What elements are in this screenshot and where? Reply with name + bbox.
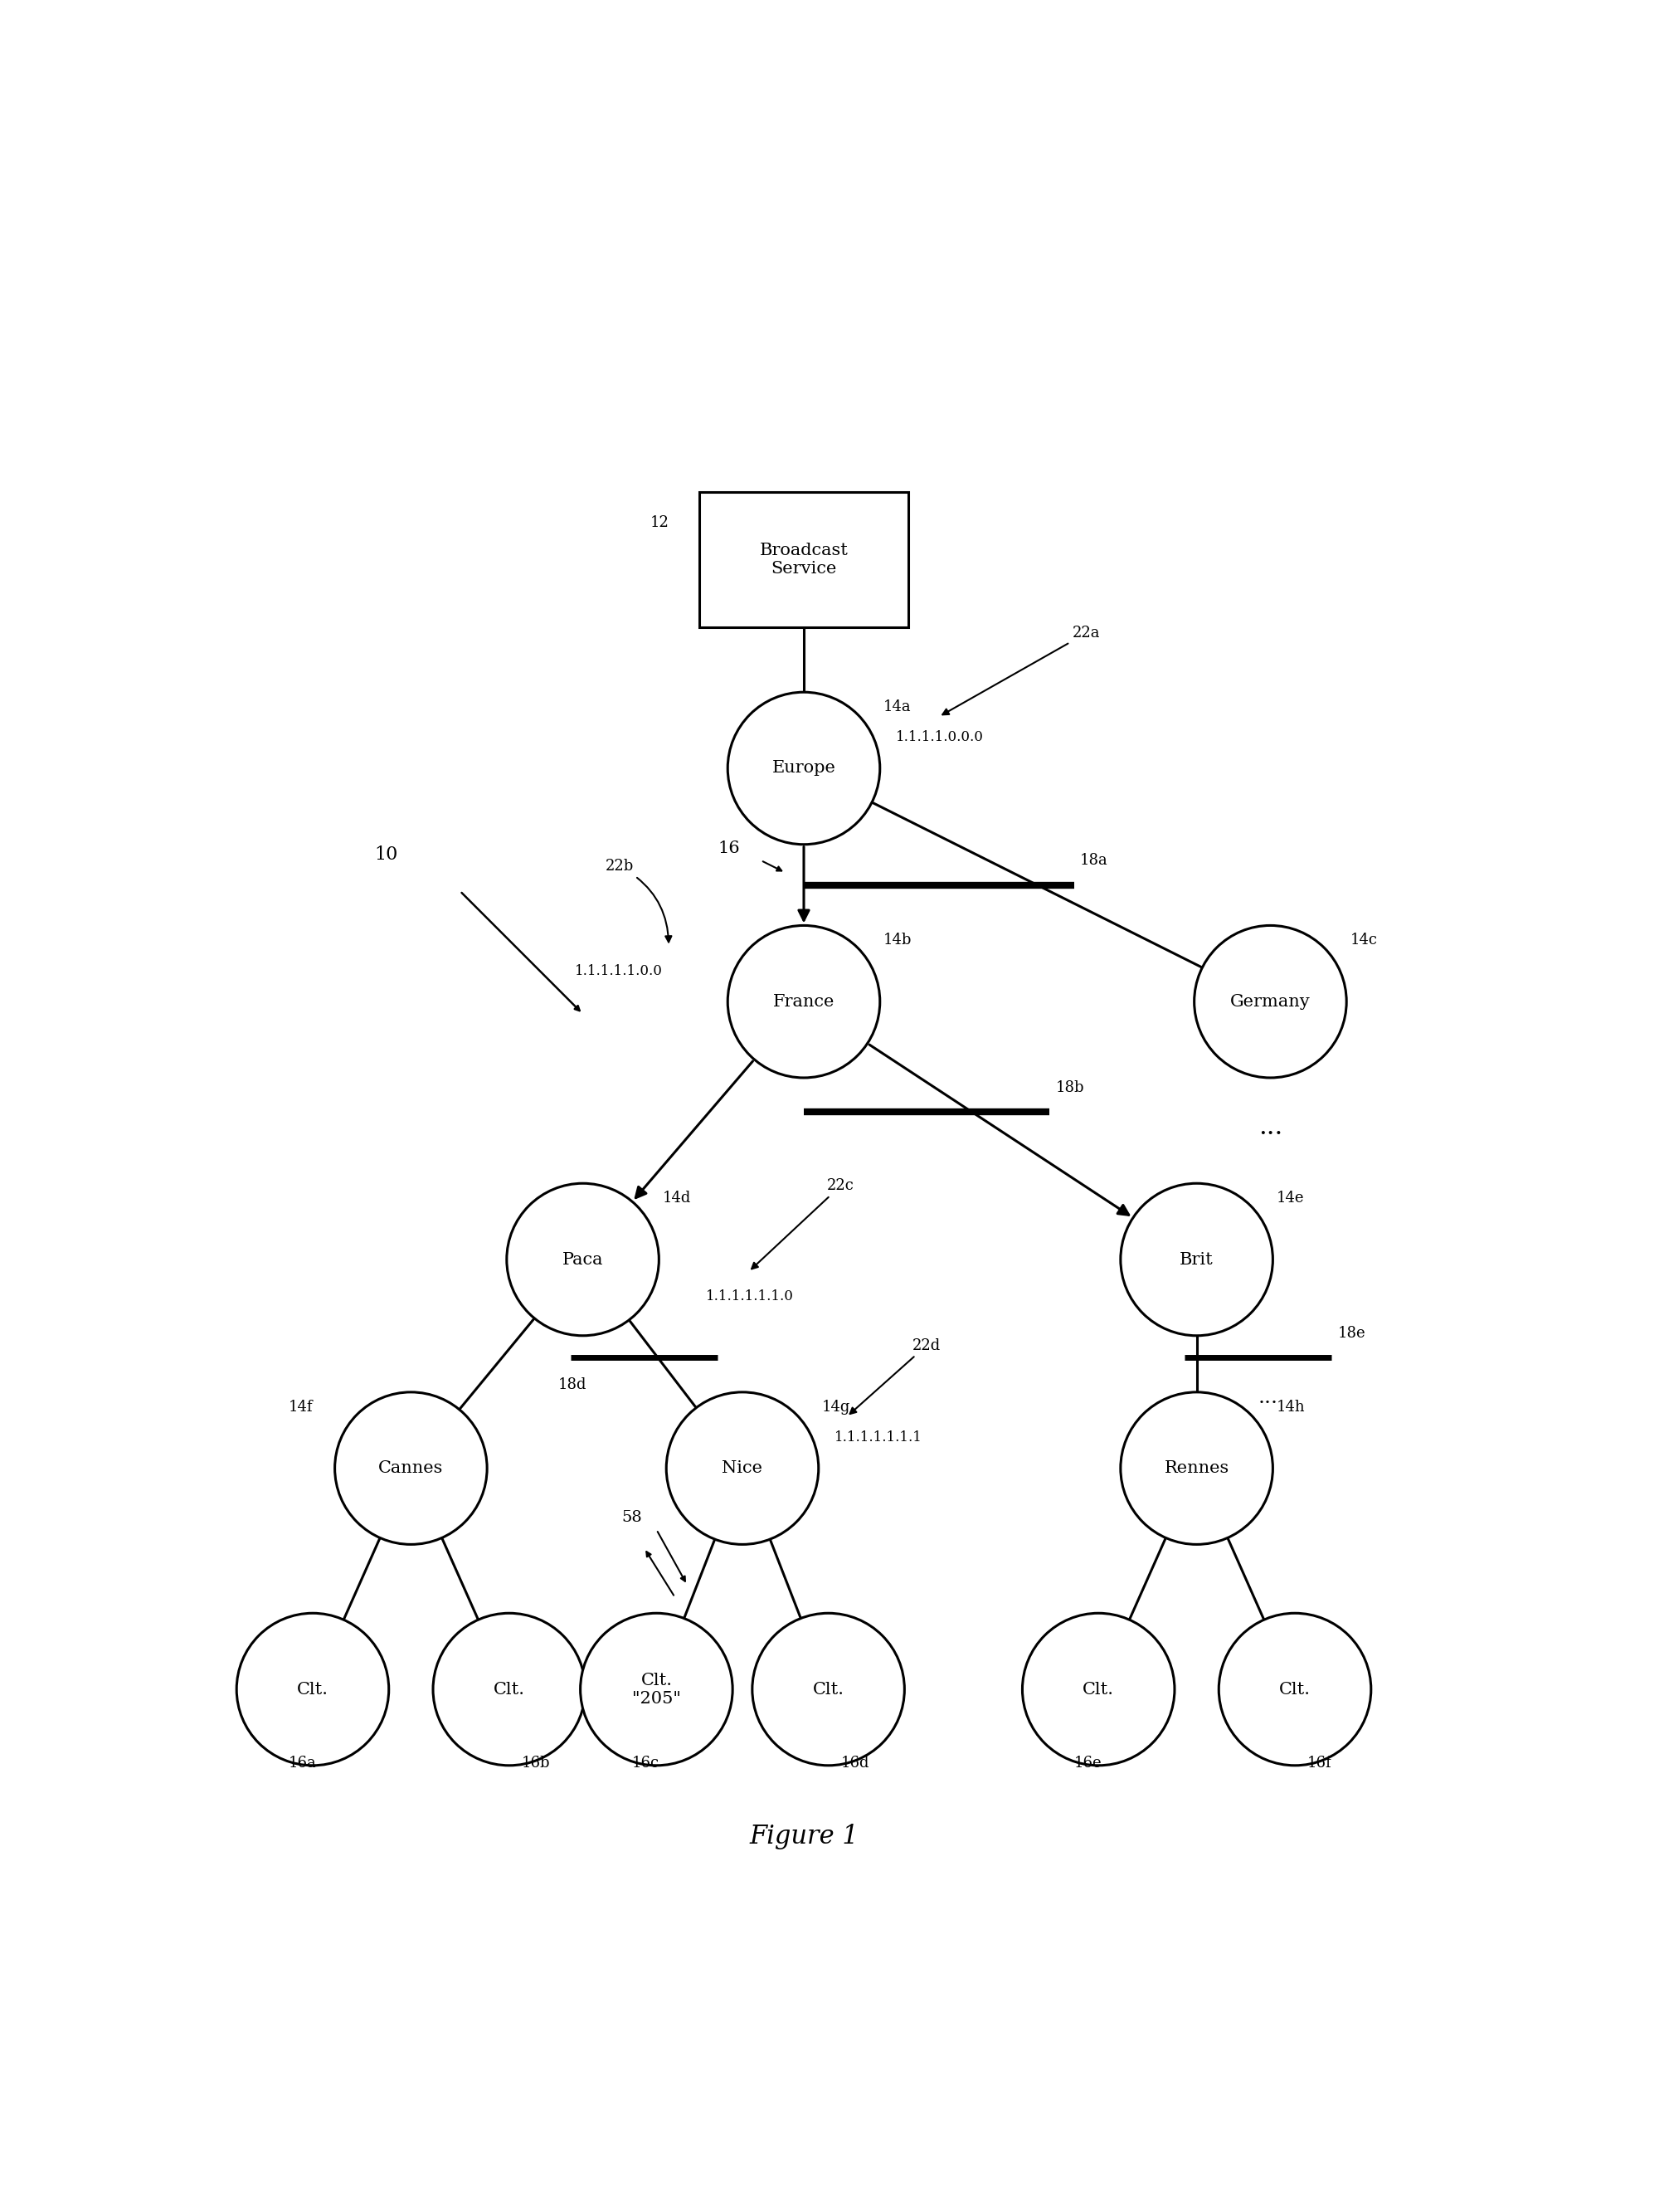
Text: ...: ... (1258, 1115, 1282, 1141)
Text: 16b: 16b (521, 1756, 551, 1770)
Text: 18a: 18a (1080, 854, 1108, 867)
Text: 16c: 16c (633, 1756, 659, 1770)
Text: Nice: Nice (723, 1460, 763, 1475)
Text: Rennes: Rennes (1165, 1460, 1228, 1475)
Text: Clt.: Clt. (297, 1681, 329, 1697)
Text: Brit: Brit (1180, 1252, 1213, 1267)
Circle shape (335, 1391, 487, 1544)
Text: 22d: 22d (850, 1338, 941, 1413)
Text: Cannes: Cannes (379, 1460, 444, 1475)
Text: 22b: 22b (606, 858, 671, 942)
Circle shape (1195, 925, 1347, 1077)
Circle shape (1023, 1613, 1175, 1765)
Circle shape (1218, 1613, 1370, 1765)
Text: 18e: 18e (1339, 1325, 1365, 1340)
Text: 58: 58 (621, 1511, 643, 1524)
Text: ...: ... (1258, 1389, 1278, 1407)
Circle shape (753, 1613, 905, 1765)
Text: 22a: 22a (943, 626, 1100, 714)
Text: 1.1.1.1.0.0.0: 1.1.1.1.0.0.0 (896, 730, 983, 745)
Text: 16d: 16d (841, 1756, 870, 1770)
Circle shape (728, 925, 880, 1077)
Text: 14e: 14e (1277, 1190, 1303, 1206)
Text: 10: 10 (374, 845, 397, 863)
Text: 14b: 14b (883, 933, 913, 947)
Text: 14g: 14g (823, 1400, 851, 1413)
Text: 14a: 14a (883, 699, 911, 714)
Text: Paca: Paca (562, 1252, 603, 1267)
Text: 22c: 22c (751, 1179, 855, 1270)
Circle shape (432, 1613, 586, 1765)
Text: Figure 1: Figure 1 (749, 1825, 858, 1849)
Circle shape (1120, 1391, 1273, 1544)
Text: 1.1.1.1.1.1.0: 1.1.1.1.1.1.0 (706, 1290, 793, 1303)
Text: Clt.: Clt. (813, 1681, 845, 1697)
FancyBboxPatch shape (699, 491, 908, 626)
Text: 16f: 16f (1307, 1756, 1332, 1770)
Circle shape (237, 1613, 389, 1765)
Text: Clt.: Clt. (1278, 1681, 1310, 1697)
Text: 1.1.1.1.1.0.0: 1.1.1.1.1.0.0 (574, 964, 663, 978)
Text: Clt.: Clt. (1083, 1681, 1115, 1697)
Text: France: France (773, 993, 834, 1009)
Text: 14c: 14c (1350, 933, 1377, 947)
Text: Germany: Germany (1230, 993, 1310, 1009)
Circle shape (666, 1391, 818, 1544)
Text: Broadcast
Service: Broadcast Service (759, 542, 848, 577)
Text: 18b: 18b (1055, 1079, 1085, 1095)
Text: 14h: 14h (1277, 1400, 1305, 1413)
Text: 16e: 16e (1073, 1756, 1102, 1770)
Text: Clt.: Clt. (494, 1681, 526, 1697)
Text: 1.1.1.1.1.1.1: 1.1.1.1.1.1.1 (834, 1431, 923, 1444)
Circle shape (728, 692, 880, 845)
Text: 12: 12 (649, 515, 669, 531)
Text: Europe: Europe (773, 761, 836, 776)
Text: 16a: 16a (289, 1756, 315, 1770)
Text: 18d: 18d (557, 1378, 587, 1391)
Text: 14d: 14d (663, 1190, 691, 1206)
Circle shape (507, 1183, 659, 1336)
Circle shape (581, 1613, 733, 1765)
Text: 14f: 14f (289, 1400, 312, 1413)
Circle shape (1120, 1183, 1273, 1336)
Text: 16: 16 (718, 841, 739, 856)
Text: Clt.
"205": Clt. "205" (633, 1672, 681, 1705)
